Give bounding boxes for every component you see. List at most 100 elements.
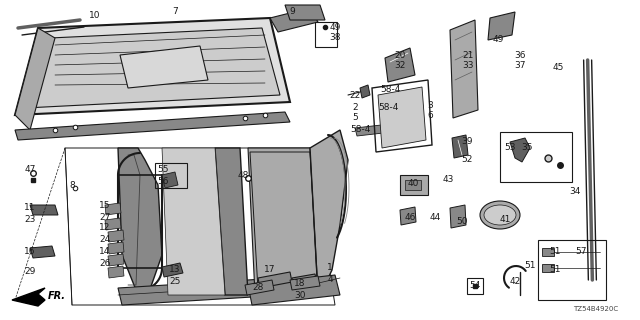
Polygon shape xyxy=(105,203,121,215)
Text: 42: 42 xyxy=(509,277,520,286)
Text: 44: 44 xyxy=(429,213,440,222)
Text: 1: 1 xyxy=(327,263,333,273)
Text: 53: 53 xyxy=(504,143,516,153)
Polygon shape xyxy=(380,99,417,111)
Text: 36: 36 xyxy=(515,51,525,60)
Text: 32: 32 xyxy=(394,60,406,69)
Polygon shape xyxy=(108,242,124,254)
Text: 57: 57 xyxy=(575,247,587,257)
Bar xyxy=(405,180,421,190)
Text: 45: 45 xyxy=(552,63,564,73)
Text: 29: 29 xyxy=(24,268,36,276)
Text: 58-4: 58-4 xyxy=(350,125,370,134)
Text: 21: 21 xyxy=(462,51,474,60)
Text: 6: 6 xyxy=(427,110,433,119)
Text: 8: 8 xyxy=(69,180,75,189)
Polygon shape xyxy=(290,276,320,290)
Polygon shape xyxy=(270,8,318,32)
Polygon shape xyxy=(248,148,318,295)
Text: 16: 16 xyxy=(24,247,36,257)
Polygon shape xyxy=(30,205,58,215)
Polygon shape xyxy=(118,148,162,295)
Polygon shape xyxy=(378,87,426,148)
Polygon shape xyxy=(355,124,392,136)
Polygon shape xyxy=(25,28,280,108)
Polygon shape xyxy=(108,266,124,278)
Polygon shape xyxy=(15,18,290,115)
Text: 39: 39 xyxy=(461,138,473,147)
Text: 51: 51 xyxy=(549,266,561,275)
Text: 14: 14 xyxy=(99,247,111,257)
Polygon shape xyxy=(108,230,124,242)
Polygon shape xyxy=(15,112,290,140)
Polygon shape xyxy=(162,263,183,277)
Text: 22: 22 xyxy=(349,91,360,100)
Polygon shape xyxy=(360,85,370,98)
Text: 4: 4 xyxy=(327,276,333,284)
Polygon shape xyxy=(162,172,178,188)
Polygon shape xyxy=(248,275,340,305)
Text: 56: 56 xyxy=(157,178,169,187)
Polygon shape xyxy=(15,28,55,130)
Text: 49: 49 xyxy=(330,23,340,33)
Text: 54: 54 xyxy=(469,281,481,290)
Polygon shape xyxy=(450,205,466,228)
Text: 55: 55 xyxy=(157,165,169,174)
Bar xyxy=(400,175,428,195)
Text: 47: 47 xyxy=(24,165,36,174)
Polygon shape xyxy=(452,135,468,158)
Text: 15: 15 xyxy=(99,201,111,210)
Bar xyxy=(500,132,572,182)
Text: 23: 23 xyxy=(24,215,36,225)
Text: 24: 24 xyxy=(99,236,111,244)
Text: 10: 10 xyxy=(89,11,100,20)
Bar xyxy=(538,240,606,300)
Text: 58-4: 58-4 xyxy=(380,85,400,94)
Bar xyxy=(542,248,554,256)
Polygon shape xyxy=(245,280,274,295)
Text: 51: 51 xyxy=(524,260,536,269)
Polygon shape xyxy=(258,272,292,288)
Polygon shape xyxy=(488,12,515,40)
Text: 27: 27 xyxy=(99,212,111,221)
Polygon shape xyxy=(310,130,348,295)
Polygon shape xyxy=(12,288,45,306)
Ellipse shape xyxy=(480,201,520,229)
Text: 28: 28 xyxy=(252,284,264,292)
Polygon shape xyxy=(105,218,121,230)
Text: 52: 52 xyxy=(461,156,473,164)
Text: FR.: FR. xyxy=(48,291,66,301)
Text: 40: 40 xyxy=(407,179,419,188)
Polygon shape xyxy=(120,46,208,88)
Text: 13: 13 xyxy=(169,266,180,275)
Polygon shape xyxy=(450,20,478,118)
Text: 17: 17 xyxy=(264,266,276,275)
Bar xyxy=(542,264,554,272)
Ellipse shape xyxy=(484,205,516,225)
Text: 35: 35 xyxy=(521,143,532,153)
Text: 58-4: 58-4 xyxy=(378,103,398,113)
Polygon shape xyxy=(400,207,416,225)
Text: 41: 41 xyxy=(499,215,511,225)
Text: 43: 43 xyxy=(442,175,454,185)
Text: 2: 2 xyxy=(352,103,358,113)
Text: 3: 3 xyxy=(427,100,433,109)
Bar xyxy=(467,278,483,294)
Text: 49: 49 xyxy=(492,36,504,44)
Polygon shape xyxy=(292,274,317,288)
Text: 46: 46 xyxy=(404,213,416,222)
Text: 38: 38 xyxy=(329,34,340,43)
Polygon shape xyxy=(385,48,415,82)
Polygon shape xyxy=(118,278,285,305)
Polygon shape xyxy=(108,254,124,266)
Text: TZ54B4920C: TZ54B4920C xyxy=(573,306,618,312)
Text: 18: 18 xyxy=(294,278,306,287)
Text: 25: 25 xyxy=(170,277,180,286)
Bar xyxy=(315,22,337,47)
Text: 7: 7 xyxy=(172,7,178,17)
Text: 5: 5 xyxy=(352,114,358,123)
Text: 12: 12 xyxy=(99,223,111,233)
Polygon shape xyxy=(30,246,55,258)
Text: 11: 11 xyxy=(24,204,36,212)
Text: 30: 30 xyxy=(294,291,306,300)
